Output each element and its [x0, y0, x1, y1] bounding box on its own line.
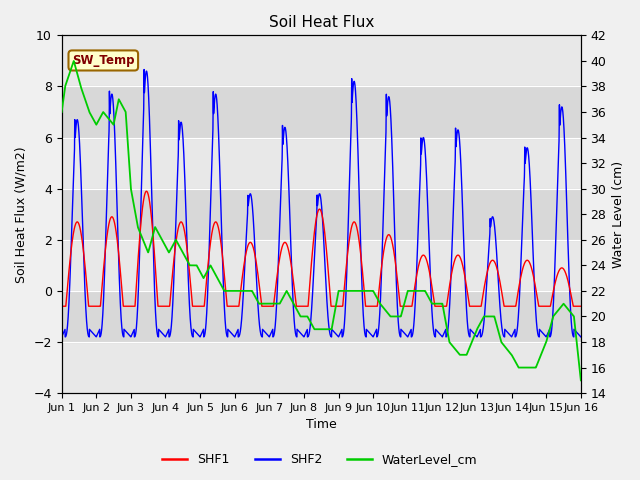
Bar	[61, 86, 581, 138]
Bar	[61, 240, 581, 291]
Bar	[61, 342, 581, 393]
X-axis label: Time: Time	[306, 419, 337, 432]
Legend: SHF1, SHF2, WaterLevel_cm: SHF1, SHF2, WaterLevel_cm	[157, 448, 483, 471]
Bar	[61, 36, 581, 86]
Bar	[61, 291, 581, 342]
Title: Soil Heat Flux: Soil Heat Flux	[269, 15, 374, 30]
Y-axis label: Soil Heat Flux (W/m2): Soil Heat Flux (W/m2)	[15, 146, 28, 283]
Text: SW_Temp: SW_Temp	[72, 54, 134, 67]
Bar	[61, 189, 581, 240]
Bar	[61, 138, 581, 189]
Y-axis label: Water Level (cm): Water Level (cm)	[612, 161, 625, 268]
